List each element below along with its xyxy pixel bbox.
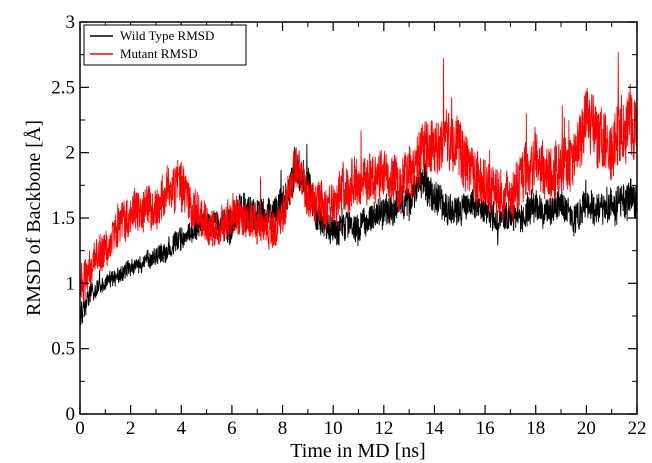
x-axis-title: Time in MD [ns] bbox=[290, 440, 425, 462]
x-tick-label: 8 bbox=[278, 418, 288, 439]
x-tick-label: 18 bbox=[526, 418, 545, 439]
x-tick-label: 14 bbox=[425, 418, 445, 439]
y-tick-label: 2 bbox=[66, 143, 76, 164]
y-tick-label: 3 bbox=[66, 12, 76, 33]
series-layer bbox=[80, 51, 637, 329]
y-tick-label: 1.5 bbox=[51, 208, 75, 229]
y-tick-label: 0.5 bbox=[51, 339, 75, 360]
x-tick-label: 0 bbox=[75, 418, 85, 439]
legend-label-wild-type: Wild Type RMSD bbox=[120, 28, 214, 43]
series-line-mutant bbox=[80, 51, 637, 302]
x-tick-label: 16 bbox=[476, 418, 495, 439]
y-axis-title: RMSD of Backbone [Å] bbox=[23, 120, 45, 316]
x-tick-label: 2 bbox=[126, 418, 136, 439]
x-tick-label: 20 bbox=[577, 418, 596, 439]
legend-label-mutant: Mutant RMSD bbox=[120, 46, 198, 61]
y-tick-label: 1 bbox=[66, 273, 76, 294]
y-tick-label: 0 bbox=[66, 404, 76, 425]
x-tick-label: 6 bbox=[227, 418, 237, 439]
legend: Wild Type RMSD Mutant RMSD bbox=[83, 24, 247, 66]
x-tick-label: 12 bbox=[374, 418, 393, 439]
legend-box bbox=[83, 24, 247, 66]
series-line-wild-type bbox=[80, 143, 637, 329]
tick-layer: 0 2 4 6 8 10 12 14 16 18 20 22 0 0.5 1 1.5 2 2.5 3 bbox=[51, 12, 646, 439]
x-tick-label: 4 bbox=[177, 418, 187, 439]
x-tick-label: 22 bbox=[628, 418, 647, 439]
x-tick-label: 10 bbox=[324, 418, 343, 439]
y-tick-label: 2.5 bbox=[51, 77, 75, 98]
